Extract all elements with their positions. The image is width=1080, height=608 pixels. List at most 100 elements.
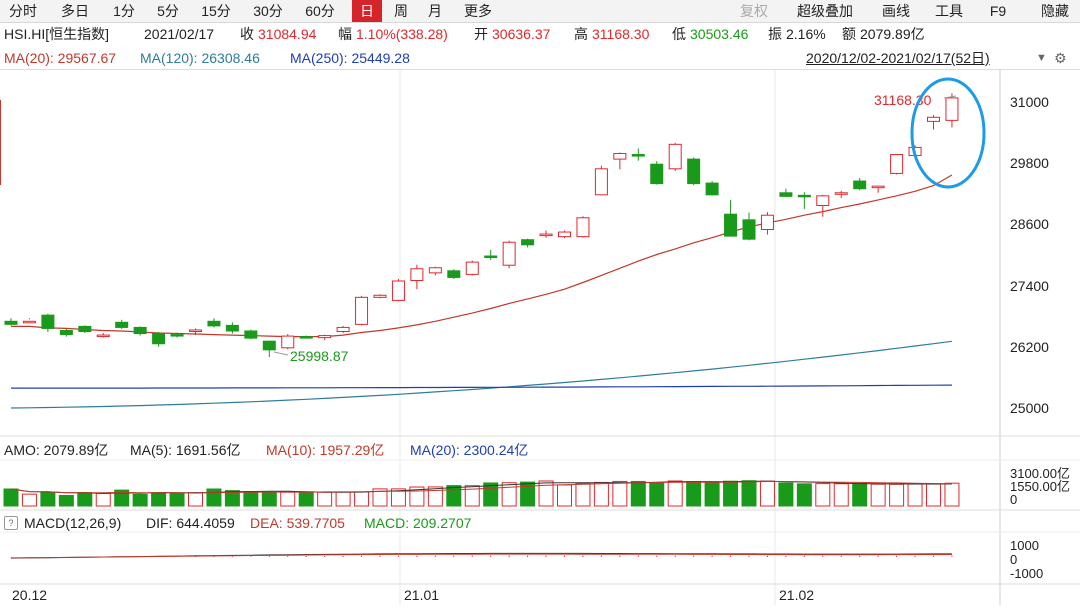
f9-button[interactable]: F9	[989, 3, 1007, 19]
period-tab-15min[interactable]: 15分	[201, 3, 231, 19]
volume-bar	[298, 491, 314, 507]
period-tab-more[interactable]: 更多	[464, 3, 492, 19]
change-value: 1.10%(338.28)	[356, 26, 448, 42]
vol-ma20: MA(20): 2300.24亿	[410, 442, 529, 458]
candle-body	[59, 329, 73, 336]
candle-body	[96, 334, 110, 338]
volume-bar	[224, 490, 240, 507]
volume-bar	[21, 493, 37, 507]
period-tab-1min[interactable]: 1分	[113, 3, 135, 19]
period-toolbar: 分时 多日 1分 5分 15分 30分 60分 日 周 月 更多 复权 超级叠加…	[0, 0, 1080, 23]
vol-ma10: MA(10): 1957.29亿	[266, 442, 385, 458]
volume-bar	[630, 480, 646, 507]
candle-body	[927, 116, 940, 122]
super-overlay-button[interactable]: 超级叠加	[797, 3, 853, 19]
ma-legend: MA(20): 29567.67 MA(120): 26308.46 MA(25…	[0, 47, 1080, 69]
volume-bar	[427, 486, 443, 507]
price-axis: 31000 29800 28600 27400 26200 25000	[1010, 94, 1049, 416]
period-tab-30min[interactable]: 30分	[253, 3, 283, 19]
volume-bar	[77, 492, 93, 507]
period-tab-day[interactable]: 日	[352, 0, 382, 22]
date-tick: 21.02	[779, 587, 814, 603]
period-tab-5min[interactable]: 5分	[157, 3, 179, 19]
candle-body	[779, 192, 793, 197]
volume-bar	[889, 483, 905, 507]
vol-ma10-line	[10, 480, 952, 494]
amp-value: 2.16%	[786, 26, 826, 42]
macd-dea: DEA: 539.7705	[250, 515, 345, 531]
low-annotation: 25998.87	[290, 348, 349, 364]
volume-bar	[704, 481, 720, 507]
tools-button[interactable]: 工具	[935, 3, 963, 19]
vol-ma5: MA(5): 1691.56亿	[130, 442, 241, 458]
volume-bar	[317, 491, 333, 507]
macd-dif-line	[10, 552, 952, 559]
volume-bar	[483, 482, 499, 507]
low-label: 低	[672, 26, 686, 42]
collapse-icon[interactable]: ?	[4, 516, 18, 530]
volume-bar	[501, 482, 517, 507]
candle-body	[760, 214, 774, 231]
volume-bar	[759, 480, 775, 507]
volume-bar	[944, 482, 960, 507]
close-value: 31084.94	[258, 26, 317, 42]
candle-body	[853, 180, 867, 190]
volume-bar	[907, 483, 923, 507]
candle-body	[22, 320, 36, 324]
macd-value: MACD: 209.2707	[364, 515, 472, 531]
date-axis: 20.12 21.01 21.02	[12, 587, 814, 603]
volume-bar	[796, 483, 812, 507]
candle-body	[115, 321, 129, 328]
draw-line-button[interactable]: 画线	[882, 3, 910, 19]
candle-body	[871, 185, 885, 189]
period-tab-fenshi[interactable]: 分时	[9, 3, 37, 19]
candle-body	[668, 143, 682, 170]
ma20-line	[11, 174, 953, 338]
volume-bar	[926, 483, 941, 507]
volume-bar	[58, 494, 74, 507]
volume-tick: 3100.00亿	[1010, 466, 1070, 481]
candle-body	[355, 296, 369, 325]
price-tick: 31000	[1010, 94, 1049, 110]
volume-bar	[520, 481, 536, 507]
macd-axis: 1000 0 -1000	[1010, 538, 1043, 581]
candle-body	[41, 314, 55, 329]
volume-tick: 0	[1010, 492, 1017, 507]
period-tab-duori[interactable]: 多日	[61, 3, 89, 19]
candle-body	[558, 231, 571, 238]
adjust-button[interactable]: 复权	[740, 3, 768, 19]
period-tab-week[interactable]: 周	[394, 3, 408, 19]
candle-body	[594, 168, 608, 196]
candle-body	[262, 340, 276, 351]
candle-body	[4, 320, 18, 325]
hide-button[interactable]: 隐藏	[1041, 3, 1069, 19]
candle-body	[318, 335, 332, 339]
volume-bars	[3, 480, 960, 507]
quote-date: 2021/02/17	[144, 26, 215, 42]
settings-gear-icon[interactable]: ⚙	[1054, 50, 1067, 66]
period-tab-60min[interactable]: 60分	[305, 3, 335, 19]
price-tick: 27400	[1010, 278, 1049, 294]
open-label: 开	[474, 26, 488, 42]
candle-body	[834, 192, 848, 195]
volume-legend: AMO: 2079.89亿 MA(5): 1691.56亿 MA(10): 19…	[0, 439, 1080, 461]
candle-body	[724, 213, 738, 237]
candle-body	[373, 294, 387, 298]
candle-body	[908, 146, 922, 157]
macd-tick: -1000	[1010, 566, 1043, 581]
price-tick: 28600	[1010, 216, 1049, 232]
volume-bar	[557, 484, 572, 507]
volume-bar	[132, 493, 148, 507]
candle-body	[576, 217, 590, 238]
date-range-selector[interactable]: 2020/12/02-2021/02/17(52日)	[806, 50, 990, 66]
change-label: 幅	[338, 26, 352, 42]
candle-body	[281, 335, 295, 349]
volume-bar	[243, 491, 259, 507]
candle-body	[428, 267, 442, 274]
candle-body	[705, 182, 719, 196]
volume-bar	[95, 492, 111, 507]
candle-body	[447, 270, 461, 278]
period-tab-month[interactable]: 月	[428, 3, 442, 19]
range-dropdown-icon[interactable]: ▼	[1036, 52, 1047, 64]
candle-body	[613, 153, 627, 160]
